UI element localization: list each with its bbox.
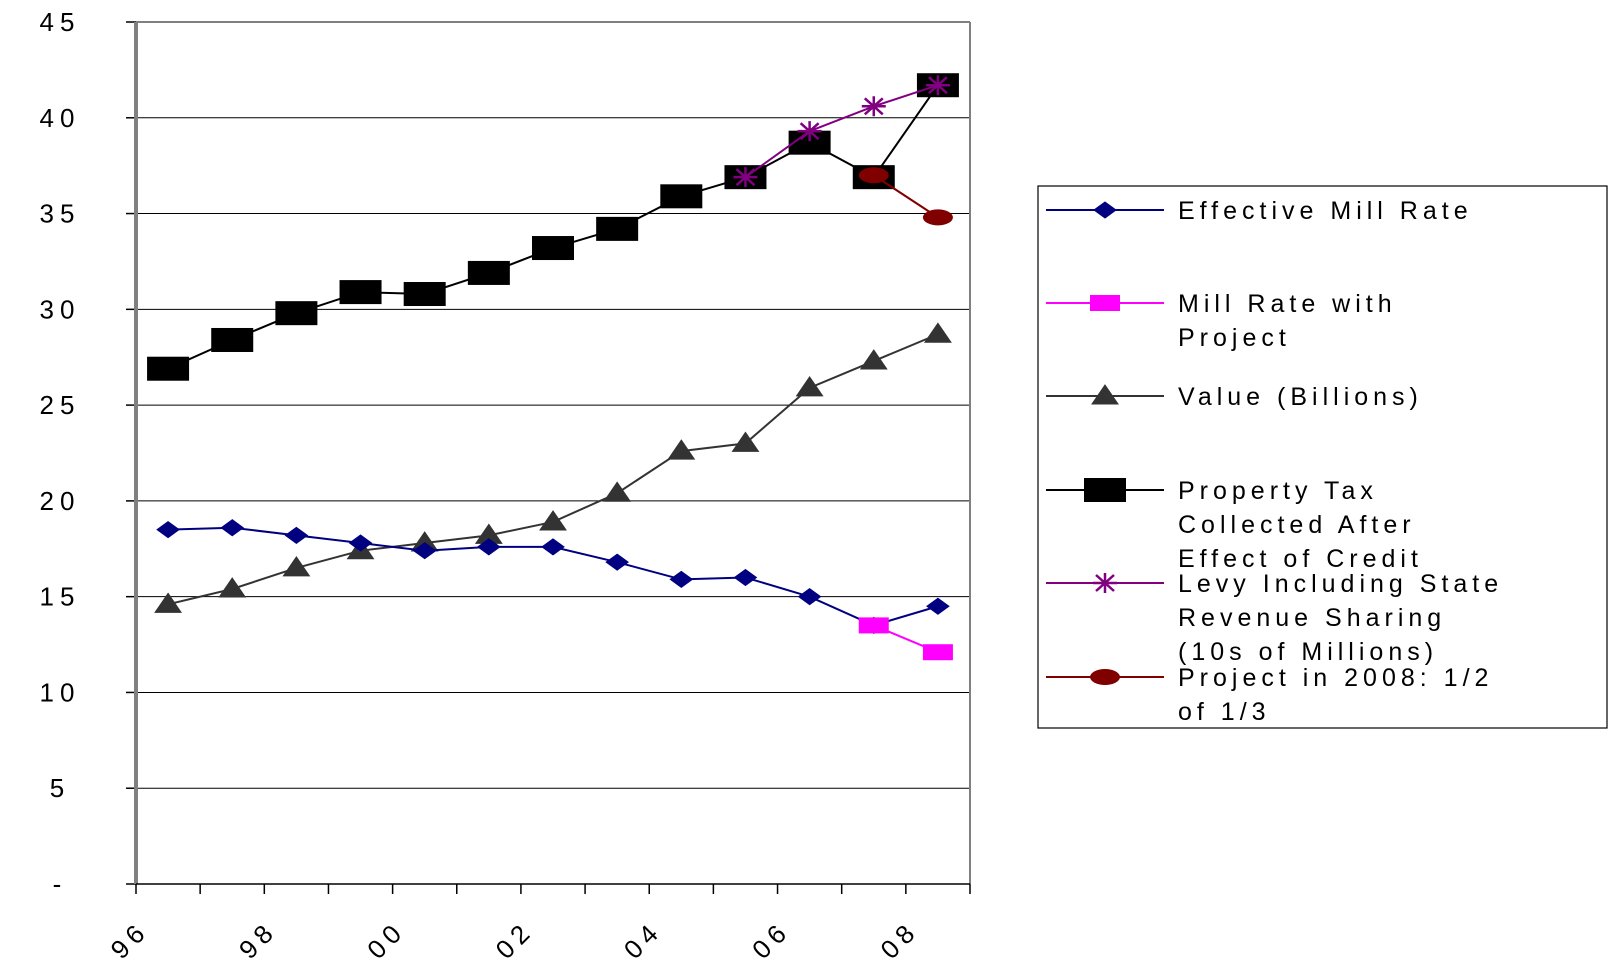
data-point [541, 538, 565, 556]
legend-label: Collected After [1178, 511, 1416, 539]
legend-item: Property Tax Collected After Effect of Cre… [1046, 477, 1423, 573]
data-point [660, 184, 703, 209]
legend-marker [1084, 478, 1126, 502]
data-point [220, 519, 245, 537]
data-point [156, 521, 180, 539]
series-line [744, 84, 939, 178]
x-tick-label: 06 [746, 915, 796, 961]
legend-label: Project [1178, 324, 1291, 352]
legend-marker [1090, 669, 1120, 685]
data-point [859, 349, 888, 370]
legend-marker [1091, 384, 1119, 405]
series-1 [858, 617, 953, 661]
data-point [667, 439, 696, 460]
data-point [922, 644, 953, 661]
data-point [733, 568, 758, 587]
x-tick-label: 02 [489, 915, 539, 961]
series-3 [147, 73, 959, 381]
legend-label: Levy Including State [1178, 570, 1503, 598]
y-tick-label: 25 [40, 390, 81, 420]
data-point [596, 216, 639, 241]
legend-box [1037, 185, 1608, 729]
gridlines [136, 21, 970, 789]
data-point [603, 481, 632, 502]
data-point [926, 597, 950, 615]
legend-label: Project in 2008: 1/2 [1178, 664, 1493, 692]
y-tick-label: 40 [40, 103, 81, 133]
legend-item: Levy Including State Revenue Sharing (10s … [1046, 570, 1503, 666]
data-point [403, 282, 446, 307]
y-tick-label: 45 [40, 7, 81, 37]
legend-marker [1093, 573, 1117, 593]
x-tick-label: 04 [618, 915, 668, 961]
data-point [147, 356, 190, 381]
data-point [922, 209, 953, 226]
legend-label: of 1/3 [1178, 698, 1271, 726]
y-tick-label: 5 [50, 773, 70, 803]
data-point [275, 301, 318, 326]
legend-label: (10s of Millions) [1178, 638, 1438, 666]
data-point [795, 375, 824, 397]
data-point [339, 280, 382, 305]
data-point [925, 75, 950, 96]
series-2 [154, 322, 952, 613]
legend-label: Mill Rate with [1178, 290, 1397, 318]
series-line [167, 84, 939, 370]
y-tick-label: 30 [40, 294, 81, 324]
legend-label: Effect of Credit [1178, 545, 1423, 573]
data-point [861, 96, 886, 117]
x-tick-label: 08 [874, 915, 924, 961]
legend-item: Project in 2008: 1/2 of 1/3 [1046, 664, 1493, 726]
series-0 [156, 519, 950, 635]
data-point [218, 577, 247, 598]
data-point [211, 327, 254, 352]
data-point [412, 542, 437, 560]
data-point [284, 526, 309, 544]
data-point [731, 431, 760, 452]
legend-item: Value (Billions) [1046, 383, 1423, 411]
x-tick-label: 00 [361, 915, 411, 961]
data-point [733, 167, 758, 188]
series-line [873, 174, 939, 219]
series-4 [733, 75, 950, 188]
data-point [348, 534, 373, 552]
y-tick-label: 35 [40, 199, 81, 229]
y-tick-label: 20 [40, 486, 81, 516]
legend-marker [1090, 295, 1120, 311]
legend-item: Effective Mill Rate [1046, 197, 1473, 225]
data-point [282, 556, 311, 577]
data-point [797, 121, 822, 142]
data-point [476, 538, 501, 556]
series-layer [147, 73, 959, 661]
legend-item: Mill Rate with Project [1046, 290, 1397, 352]
data-point [858, 167, 889, 184]
x-tick-label: 98 [233, 915, 283, 961]
data-point [605, 553, 630, 571]
data-point [923, 322, 952, 343]
data-point [797, 588, 822, 606]
legend-label: Revenue Sharing [1178, 604, 1446, 632]
series-5 [858, 167, 953, 226]
legend: Effective Mill Rate Mill Rate with Project… [1037, 185, 1608, 729]
series-line [167, 333, 939, 606]
legend-marker [1093, 201, 1117, 219]
y-tick-label: 15 [40, 582, 81, 612]
legend-label: Value (Billions) [1178, 383, 1423, 411]
data-point [532, 236, 574, 261]
y-tick-label: 10 [40, 677, 81, 707]
data-point [539, 510, 567, 531]
data-point [467, 260, 510, 285]
data-point [154, 592, 183, 613]
data-point [858, 617, 889, 634]
data-point [669, 570, 694, 589]
y-tick-label: - [53, 869, 68, 899]
legend-label: Effective Mill Rate [1178, 197, 1473, 225]
legend-label: Property Tax [1178, 477, 1378, 505]
x-tick-label: 96 [105, 915, 155, 961]
